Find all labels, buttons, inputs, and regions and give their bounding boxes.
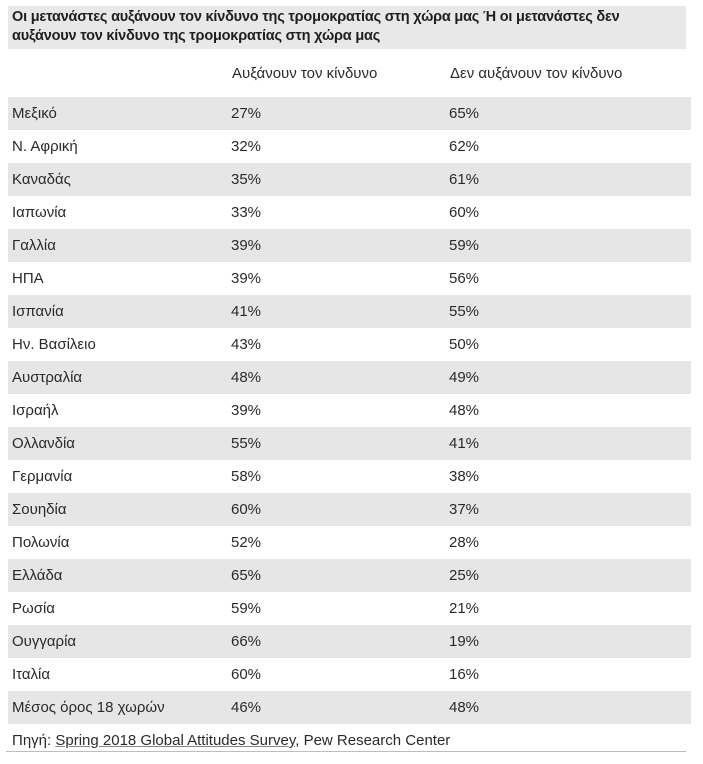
cell-increase: 39%	[231, 229, 449, 262]
cell-increase: 60%	[231, 493, 449, 526]
cell-not-increase: 50%	[449, 336, 480, 353]
data-table-container: Οι μετανάστες αυξάνουν τον κίνδυνο της τ…	[8, 6, 691, 764]
cell-country: Ισραήλ	[12, 402, 59, 419]
cell-not-increase: 60%	[449, 204, 480, 221]
cell-not-increase: 38%	[449, 468, 480, 485]
cell-not-increase: 59%	[449, 229, 691, 262]
bottom-divider	[6, 751, 686, 752]
cell-not-increase: 21%	[449, 600, 480, 617]
table-row: ΗΠΑ 39% 56%	[8, 262, 691, 295]
cell-increase: 43%	[231, 336, 262, 353]
cell-not-increase: 65%	[449, 97, 691, 130]
source-note: Πηγή: Spring 2018 Global Attitudes Surve…	[8, 724, 686, 764]
table-row: Ουγγαρία 66% 19%	[8, 625, 691, 658]
cell-not-increase: 49%	[449, 361, 691, 394]
cell-increase: 27%	[231, 97, 449, 130]
cell-country: Ουγγαρία	[8, 625, 231, 658]
table-row: Ισπανία 41% 55%	[8, 295, 691, 328]
source-prefix: Πηγή:	[12, 732, 56, 749]
source-link[interactable]: Spring 2018 Global Attitudes Survey	[55, 732, 296, 749]
cell-country: Σουηδία	[8, 493, 231, 526]
cell-increase: 46%	[231, 691, 449, 724]
table-row: Ιταλία 60% 16%	[8, 658, 691, 691]
cell-country: Πολωνία	[12, 534, 70, 551]
cell-not-increase: 48%	[449, 402, 480, 419]
cell-country: Ην. Βασίλειο	[12, 336, 96, 353]
table-row: Ολλανδία 55% 41%	[8, 427, 691, 460]
table-row: Σουηδία 60% 37%	[8, 493, 691, 526]
cell-not-increase: 28%	[449, 534, 480, 551]
table-row: Πολωνία 52% 28%	[8, 526, 691, 559]
table-body: Μεξικό 27% 65% Ν. Αφρική 32% 62% Καναδάς 35% 61%…	[8, 97, 691, 724]
table-row: Ιαπωνία 33% 60%	[8, 196, 691, 229]
cell-increase: 39%	[231, 402, 262, 419]
cell-increase: 52%	[231, 534, 262, 551]
cell-increase: 33%	[231, 204, 262, 221]
cell-not-increase: 41%	[449, 427, 691, 460]
cell-country: Ν. Αφρική	[12, 138, 78, 155]
cell-increase: 65%	[231, 559, 449, 592]
header-not-increase: Δεν αυξάνουν τον κίνδυνο	[450, 64, 623, 82]
cell-increase: 66%	[231, 625, 449, 658]
cell-country: Ιαπωνία	[12, 204, 67, 221]
cell-increase: 48%	[231, 361, 449, 394]
table-row: Μέσος όρος 18 χωρών 46% 48%	[8, 691, 691, 724]
cell-country: Μέσος όρος 18 χωρών	[8, 691, 231, 724]
table-row: Ν. Αφρική 32% 62%	[8, 130, 691, 163]
cell-country: Μεξικό	[8, 97, 231, 130]
cell-country: ΗΠΑ	[12, 270, 44, 287]
cell-increase: 35%	[231, 163, 449, 196]
cell-increase: 60%	[231, 666, 262, 683]
table-row: Ελλάδα 65% 25%	[8, 559, 691, 592]
cell-increase: 58%	[231, 468, 262, 485]
cell-not-increase: 56%	[449, 270, 480, 287]
header-row: Αυξάνουν τον κίνδυνο Δεν αυξάνουν τον κί…	[8, 49, 691, 97]
cell-country: Ελλάδα	[8, 559, 231, 592]
cell-not-increase: 19%	[449, 625, 691, 658]
cell-increase: 55%	[231, 427, 449, 460]
table-row: Μεξικό 27% 65%	[8, 97, 691, 130]
cell-not-increase: 62%	[449, 138, 480, 155]
cell-country: Ολλανδία	[8, 427, 231, 460]
cell-country: Καναδάς	[8, 163, 231, 196]
table-row: Αυστραλία 48% 49%	[8, 361, 691, 394]
cell-not-increase: 55%	[449, 295, 691, 328]
cell-increase: 41%	[231, 295, 449, 328]
cell-country: Ισπανία	[8, 295, 231, 328]
cell-not-increase: 25%	[449, 559, 691, 592]
cell-not-increase: 37%	[449, 493, 691, 526]
table-row: Ην. Βασίλειο 43% 50%	[8, 328, 691, 361]
table-row: Ισραήλ 39% 48%	[8, 394, 691, 427]
cell-country: Γερμανία	[12, 468, 73, 485]
cell-country: Ρωσία	[12, 600, 55, 617]
header-increase: Αυξάνουν τον κίνδυνο	[232, 64, 378, 82]
cell-country: Ιταλία	[12, 666, 51, 683]
table-row: Ρωσία 59% 21%	[8, 592, 691, 625]
table-row: Καναδάς 35% 61%	[8, 163, 691, 196]
cell-not-increase: 61%	[449, 163, 691, 196]
cell-increase: 59%	[231, 600, 262, 617]
source-suffix: , Pew Research Center	[295, 732, 451, 749]
results-table: Αυξάνουν τον κίνδυνο Δεν αυξάνουν τον κί…	[8, 49, 691, 724]
cell-not-increase: 16%	[449, 666, 480, 683]
header-country	[8, 49, 231, 97]
table-row: Γερμανία 58% 38%	[8, 460, 691, 493]
cell-country: Αυστραλία	[8, 361, 231, 394]
cell-not-increase: 48%	[449, 691, 691, 724]
cell-country: Γαλλία	[8, 229, 231, 262]
cell-increase: 32%	[231, 138, 262, 155]
table-row: Γαλλία 39% 59%	[8, 229, 691, 262]
cell-increase: 39%	[231, 270, 262, 287]
table-title: Οι μετανάστες αυξάνουν τον κίνδυνο της τ…	[8, 6, 686, 49]
